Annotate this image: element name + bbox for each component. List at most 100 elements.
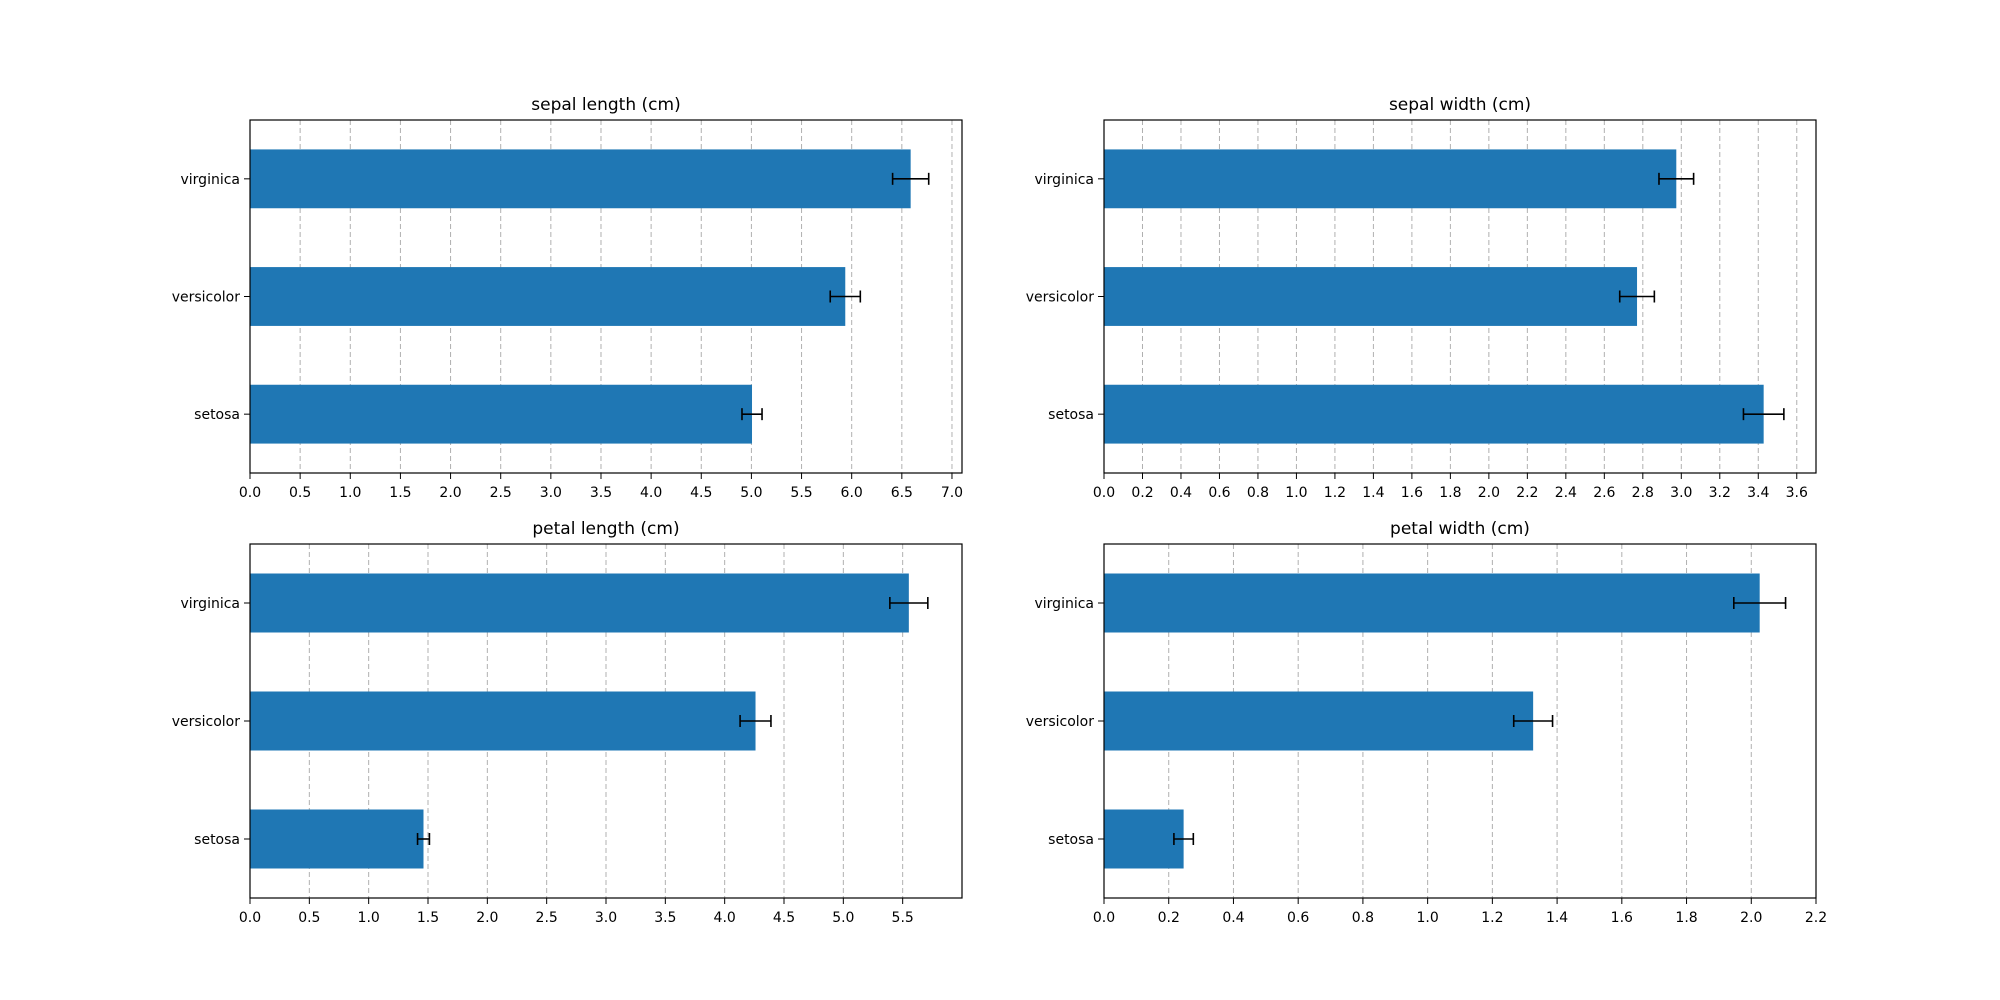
y-tick-label: setosa [194,407,240,423]
y-tick-label: versicolor [172,290,241,306]
x-tick-label: 3.4 [1747,485,1769,501]
y-tick-label: virginica [181,596,241,612]
error-bar-setosa [416,833,431,845]
x-tick-label: 2.6 [1593,485,1615,501]
bar-versicolor [250,267,846,326]
x-tick-label: 1.8 [1675,910,1697,926]
error-bar-setosa [741,408,763,421]
x-tick-label: 3.0 [595,910,617,926]
x-tick-label: 2.0 [476,910,498,926]
bar-versicolor [1104,267,1638,326]
x-tick-label: 3.0 [540,485,562,501]
x-tick-label: 2.0 [1740,910,1762,926]
x-tick-label: 4.0 [714,910,736,926]
chart-title: petal length (cm) [532,519,679,539]
x-tick-label: 2.2 [1516,485,1538,501]
x-tick-label: 1.8 [1439,485,1461,501]
x-tick-label: 0.6 [1208,485,1230,501]
x-tick-label: 0.0 [239,910,261,926]
x-tick-label: 3.0 [1670,485,1692,501]
x-tick-label: 6.0 [841,485,863,501]
x-tick-label: 0.8 [1247,485,1269,501]
error-bar-virginica [889,597,929,609]
x-tick-label: 5.5 [892,910,914,926]
x-tick-label: 1.5 [417,910,439,926]
bar-virginica [250,573,909,633]
x-tick-label: 0.5 [289,485,311,501]
x-tick-label: 1.2 [1481,910,1503,926]
x-tick-label: 0.0 [239,485,261,501]
x-tick-label: 1.5 [389,485,411,501]
y-tick-label: virginica [1035,596,1095,612]
bar-virginica [1104,573,1760,633]
bar-setosa [250,809,424,869]
x-tick-label: 4.5 [773,910,795,926]
x-tick-label: 0.2 [1131,485,1153,501]
x-tick-label: 1.4 [1362,485,1384,501]
x-tick-label: 4.5 [690,485,712,501]
x-tick-label: 1.0 [358,910,380,926]
x-tick-label: 5.0 [740,485,762,501]
subplot-1: 0.0 0.5 1.0 1.5 2.0 2.5 3.0 3.5 4.0 4.5 5.0 5.5 6.0 6… [172,95,963,501]
error-bar-virginica [1732,597,1787,609]
x-tick-label: 3.5 [590,485,612,501]
error-bar-virginica [891,172,930,185]
x-tick-label: 2.5 [490,485,512,501]
chart-title: sepal width (cm) [1389,95,1531,115]
x-tick-label: 1.6 [1611,910,1633,926]
x-tick-label: 2.4 [1555,485,1577,501]
x-tick-label: 3.5 [654,910,676,926]
x-tick-label: 5.5 [790,485,812,501]
x-tick-label: 1.4 [1546,910,1568,926]
error-bar-versicolor [739,715,772,727]
x-tick-label: 4.0 [640,485,662,501]
bar-setosa [250,384,753,444]
y-tick-label: versicolor [1026,290,1095,306]
x-tick-label: 2.0 [1478,485,1500,501]
x-tick-label: 6.5 [891,485,913,501]
bar-virginica [1104,149,1677,209]
x-tick-label: 2.2 [1805,910,1827,926]
bar-versicolor [1104,691,1534,751]
x-tick-label: 2.0 [439,485,461,501]
x-tick-label: 1.2 [1324,485,1346,501]
x-tick-label: 0.6 [1287,910,1309,926]
x-tick-label: 1.6 [1401,485,1423,501]
x-tick-label: 1.0 [1285,485,1307,501]
y-tick-label: versicolor [1026,714,1095,730]
x-tick-label: 2.5 [536,910,558,926]
subplot-3: 0.0 0.5 1.0 1.5 2.0 2.5 3.0 3.5 4.0 4.5 5.0 5.5 seto… [172,519,963,926]
error-bar-versicolor [1512,715,1554,727]
x-tick-label: 0.5 [298,910,320,926]
x-tick-label: 0.0 [1093,485,1115,501]
chart-title: petal width (cm) [1390,519,1530,539]
chart-title: sepal length (cm) [531,95,680,115]
x-tick-label: 3.2 [1709,485,1731,501]
x-tick-label: 0.8 [1352,910,1374,926]
y-tick-label: versicolor [172,714,241,730]
y-tick-label: virginica [181,172,241,188]
subplot-4: 0.0 0.2 0.4 0.6 0.8 1.0 1.2 1.4 1.6 1.8 2.0 2.2 seto… [1026,519,1827,926]
x-tick-label: 0.2 [1158,910,1180,926]
x-tick-label: 2.8 [1632,485,1654,501]
error-bar-setosa [1173,833,1195,845]
x-tick-label: 3.6 [1786,485,1808,501]
x-tick-label: 1.0 [339,485,361,501]
y-tick-label: virginica [1035,172,1095,188]
bar-setosa [1104,384,1764,444]
y-tick-label: setosa [1048,832,1094,848]
y-tick-label: setosa [1048,407,1094,423]
x-tick-label: 5.0 [832,910,854,926]
bar-setosa [1104,809,1184,869]
x-tick-label: 0.4 [1222,910,1244,926]
bar-virginica [250,149,911,209]
x-tick-label: 7.0 [941,485,963,501]
x-tick-label: 0.0 [1093,910,1115,926]
subplot-2: 0.0 0.2 0.4 0.6 0.8 1.0 1.2 1.4 1.6 1.8 2.0 2.2 2.4 2… [1026,95,1817,501]
error-bar-virginica [1658,172,1695,185]
bar-versicolor [250,691,756,751]
x-tick-label: 0.4 [1170,485,1192,501]
x-tick-label: 1.0 [1417,910,1439,926]
error-bar-versicolor [829,290,862,303]
